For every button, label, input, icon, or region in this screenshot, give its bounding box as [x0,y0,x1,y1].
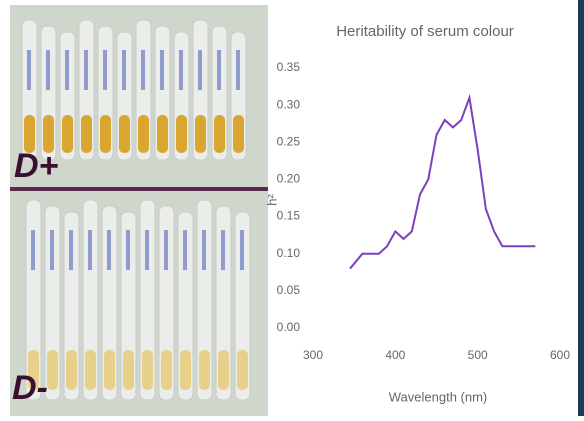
serum [161,350,172,390]
photo-label: D- [12,369,48,407]
serum [85,350,96,390]
tube [25,199,42,401]
serum [28,350,39,390]
y-tick-label: 0.15 [277,209,301,223]
serum [66,350,77,390]
divider [10,187,268,191]
x-tick-label: 400 [385,348,405,362]
x-tick-label: 500 [468,348,488,362]
serum [180,350,191,390]
chart-title: Heritability of serum colour [336,23,514,40]
serum [233,115,244,153]
y-tick-label: 0.10 [277,246,301,260]
serum [104,350,115,390]
tube-writing [103,50,107,90]
serum [218,350,229,390]
tube [139,199,156,401]
serum [214,115,225,153]
tube-writing [65,50,69,90]
tube-writing [240,230,244,270]
tube-writing [183,230,187,270]
serum [81,115,92,153]
data-line [349,93,536,270]
tubes [21,19,251,401]
y-tick-label: 0.35 [277,60,301,74]
serum [62,115,73,153]
serum [123,350,134,390]
serum [138,115,149,153]
tube-writing [46,50,50,90]
tube-writing [50,230,54,270]
y-tick-label: 0.00 [277,320,301,334]
serum [119,115,130,153]
photo-label: D+ [14,147,59,185]
tube-writing [160,50,164,90]
tube-writing [27,50,31,90]
tube-writing [164,230,168,270]
serum [47,350,58,390]
serum [176,115,187,153]
tube-writing [179,50,183,90]
tube-writing [202,230,206,270]
tube-writing [122,50,126,90]
y-tick-label: 0.05 [277,283,301,297]
tube-writing [84,50,88,90]
tube-writing [31,230,35,270]
tube-writing [198,50,202,90]
x-tick-label: 600 [550,348,570,362]
y-tick-label: 0.25 [277,134,301,148]
serum [142,350,153,390]
tube-writing [126,230,130,270]
serum [199,350,210,390]
x-tick-label: 300 [303,348,323,362]
tube-writing [217,50,221,90]
tube [82,199,99,401]
edge-strip [578,0,584,416]
tube-writing [69,230,73,270]
x-axis-label: Wavelength (nm) [389,389,488,404]
tube-writing [236,50,240,90]
tube-writing [221,230,225,270]
tube-writing [107,230,111,270]
serum [195,115,206,153]
serum [237,350,248,390]
tube-writing [145,230,149,270]
y-tick-label: 0.30 [277,97,301,111]
serum [43,115,54,153]
tube [196,199,213,401]
tube-writing [141,50,145,90]
tube-writing [88,230,92,270]
y-axis-label: h² [264,194,279,206]
serum [157,115,168,153]
serum [24,115,35,153]
y-tick-label: 0.20 [277,172,301,186]
serum [100,115,111,153]
